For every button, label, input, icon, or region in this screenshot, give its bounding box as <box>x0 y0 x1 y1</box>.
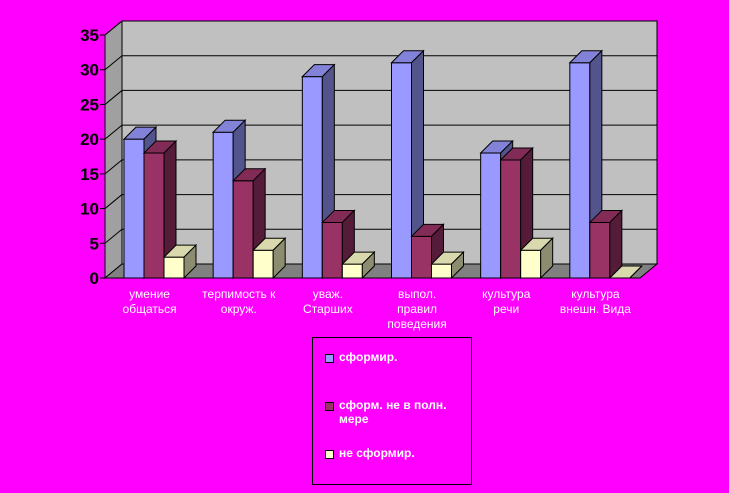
gridline-side <box>104 90 123 105</box>
bar-3-2 <box>251 237 287 280</box>
bar-side <box>183 243 197 280</box>
x-tick-label: терпимость к окруж. <box>202 287 276 316</box>
bar-2-6 <box>588 209 624 280</box>
legend-swatch-3 <box>325 450 334 459</box>
bar-front <box>411 235 432 279</box>
x-tick-label: культура внешн. Вида <box>560 287 631 316</box>
y-tick-label: 30 <box>80 61 99 80</box>
legend-item-1: сформир. <box>325 350 469 364</box>
gridline-side <box>104 228 123 244</box>
gridline-side <box>104 124 123 140</box>
bar-front <box>569 62 591 279</box>
bar-3-3 <box>341 250 376 280</box>
legend-label-1: сформир. <box>339 350 398 364</box>
bar-3-6 <box>608 265 644 279</box>
y-tick-label: 25 <box>80 95 99 114</box>
chart-legend: сформир. сформ. не в полн. мере не сформ… <box>312 337 472 485</box>
x-tick-label: умение общаться <box>123 287 177 316</box>
y-tick-label: 5 <box>90 234 99 253</box>
y-tick-label: 15 <box>80 165 99 184</box>
bar-side <box>272 237 286 280</box>
bar-front <box>431 263 452 279</box>
x-axis-category-labels: умение общаться терпимость к окруж. уваж. Ста… <box>123 287 632 331</box>
bar-2-1 <box>142 139 178 280</box>
bar-front <box>252 249 274 279</box>
legend-label-3: не сформир. <box>339 446 415 460</box>
bar-3-1 <box>162 243 198 280</box>
bar-front <box>589 221 611 279</box>
bar-3-4 <box>430 250 465 280</box>
bar-side <box>361 250 375 280</box>
y-tick-label: 0 <box>90 269 99 288</box>
bar-front <box>391 62 412 279</box>
x-tick-label: выпол. правил поведения <box>387 287 446 331</box>
x-tick-label: уваж. Старших <box>303 287 353 316</box>
y-tick-label: 10 <box>80 200 99 219</box>
bar-3-5 <box>519 237 554 280</box>
gridline-side <box>104 194 123 209</box>
bar-front <box>212 131 234 279</box>
bar-front <box>163 256 185 279</box>
bar-1-4 <box>390 49 425 280</box>
gridline-side <box>104 55 123 71</box>
y-tick-label: 35 <box>80 26 99 45</box>
bar-front <box>123 138 145 279</box>
bar-side <box>629 265 643 279</box>
side-wall <box>104 19 123 280</box>
bar-front <box>321 221 343 279</box>
legend-item-2: сформ. не в полн. мере <box>325 398 469 426</box>
bar-front <box>520 249 542 279</box>
legend-swatch-2 <box>325 402 334 411</box>
chart-bars <box>122 49 644 280</box>
bar-2-5 <box>499 146 534 280</box>
y-tick-label: 20 <box>80 130 99 149</box>
gridline-side <box>104 159 123 175</box>
bar-front <box>341 263 363 279</box>
legend-item-3: не сформир. <box>325 446 469 460</box>
bar-front <box>143 152 165 279</box>
bar-side <box>540 237 554 280</box>
bar-front <box>301 76 323 279</box>
bar-side <box>451 250 464 280</box>
chart-gridlines <box>100 20 657 279</box>
y-axis-tick-labels: 0 5 10 15 20 25 30 35 <box>80 26 99 288</box>
bar-front <box>480 152 502 279</box>
x-tick-label: культура речи <box>482 287 531 316</box>
bar-front <box>232 180 254 279</box>
bar-front <box>500 159 522 279</box>
gridline-side <box>104 20 123 36</box>
legend-swatch-1 <box>325 354 334 363</box>
legend-label-2: сформ. не в полн. мере <box>339 398 447 426</box>
